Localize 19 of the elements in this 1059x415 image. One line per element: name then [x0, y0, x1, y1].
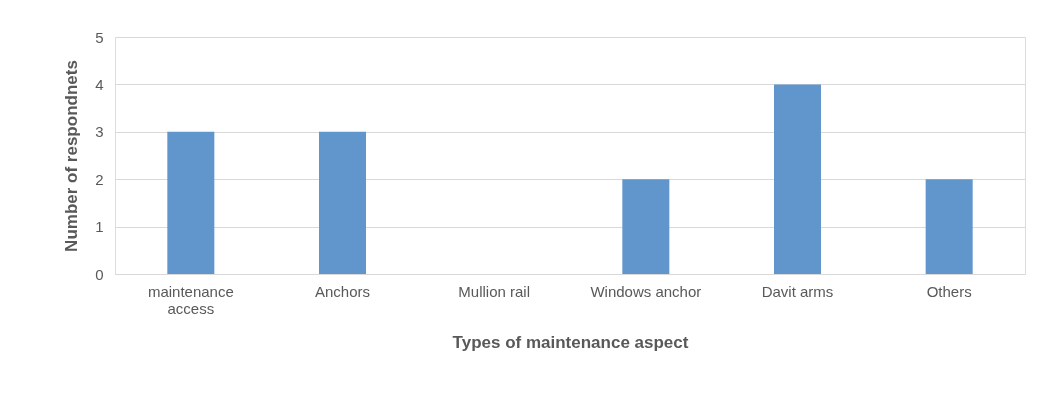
x-axis-title: Types of maintenance aspect — [452, 332, 689, 352]
x-tick-label: Windows anchor — [590, 282, 702, 300]
y-axis-title: Number of respondnets — [62, 60, 82, 252]
y-tick-label: 2 — [95, 170, 104, 188]
x-tick-label: Others — [926, 282, 972, 300]
y-tick-label: 1 — [95, 218, 104, 236]
y-tick-label: 4 — [95, 75, 104, 93]
bar — [167, 131, 215, 274]
y-tick-label: 3 — [95, 123, 104, 141]
bar — [925, 179, 973, 274]
y-tick-label: 5 — [95, 28, 104, 46]
x-tick-label: Davit arms — [761, 282, 834, 300]
x-tick-label: Mullion rail — [458, 282, 531, 300]
x-tick-label: maintenance access — [147, 282, 234, 317]
bar — [318, 131, 367, 274]
x-tick-label: Anchors — [314, 282, 371, 300]
bar — [773, 84, 822, 274]
bar — [622, 179, 670, 274]
y-tick-label: 0 — [95, 265, 104, 283]
